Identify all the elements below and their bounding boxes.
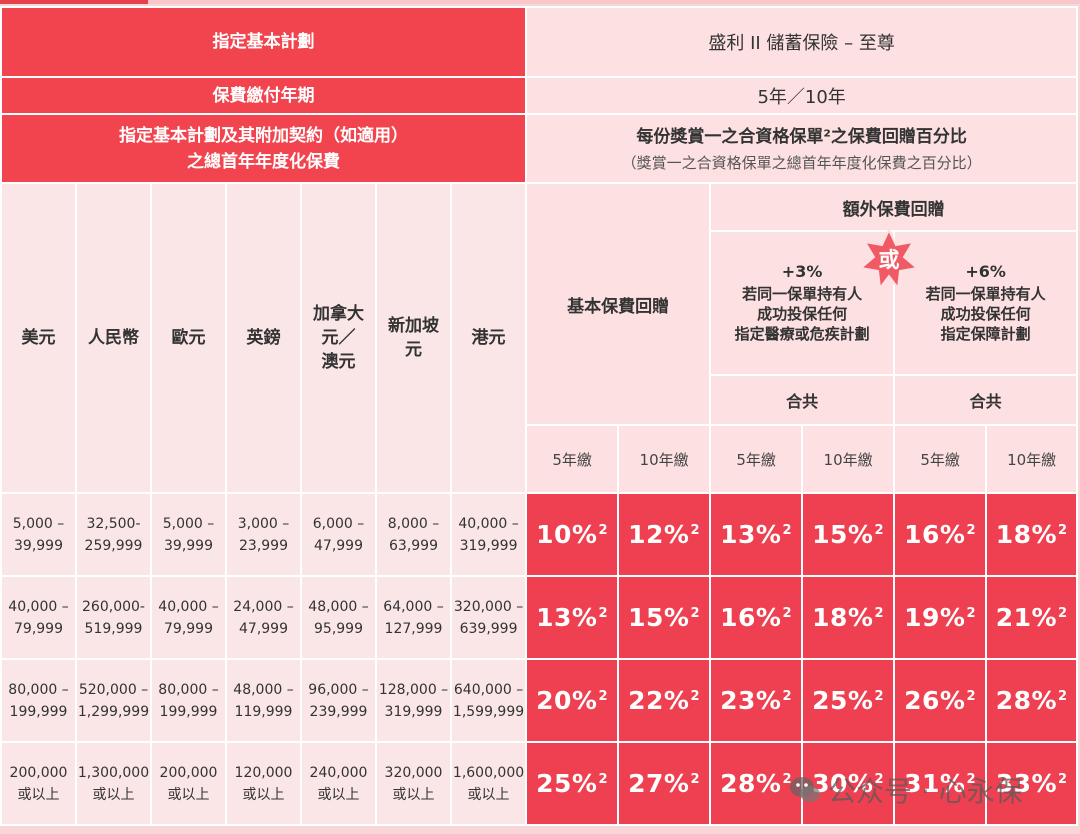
range-cell: 48,000 – 119,999: [225, 658, 302, 743]
range-cell: 80,000 – 199,999: [0, 658, 77, 743]
premium-rebate-table: 指定基本計劃 盛利 II 儲蓄保險 – 至尊 保費繳付年期 5年／10年 指定基…: [0, 6, 1079, 826]
table-row: 5,000 – 39,999 32,500- 259,999 5,000 – 3…: [0, 492, 1079, 577]
total-label-2: 合共: [893, 374, 1079, 426]
currency-hkd: 港元: [449, 182, 528, 494]
range-cell: 260,000- 519,999: [75, 575, 152, 660]
rate-cell: 21%2: [985, 575, 1079, 660]
rate-cell: 12%2: [617, 492, 712, 577]
top-accent-mark: [0, 0, 148, 4]
extra-option-medical: +3% 若同一保單持有人 成功投保任何 指定醫療或危疾計劃: [709, 230, 896, 376]
rate-cell: 23%2: [709, 658, 804, 743]
table-row: 200,000 或以上 1,300,000 或以上 200,000 或以上 12…: [0, 741, 1079, 826]
or-badge-star-icon: 或: [858, 228, 920, 290]
extra-rebate-header: 額外保費回贈: [709, 182, 1079, 232]
option2-pct: +6%: [965, 262, 1006, 281]
premium-label-line1: 指定基本計劃及其附加契約（如適用）: [119, 125, 409, 146]
option1-desc: 若同一保單持有人 成功投保任何 指定醫療或危疾計劃: [734, 285, 870, 343]
pay-term-header: 5年繳: [709, 424, 804, 494]
pay-term-header: 5年繳: [893, 424, 988, 494]
rate-cell: 33%2: [985, 741, 1079, 826]
range-cell: 240,000 或以上: [300, 741, 377, 826]
rate-cell: 15%2: [617, 575, 712, 660]
range-cell: 520,000 – 1,299,999: [75, 658, 152, 743]
top-border: [0, 0, 1080, 4]
pay-term-header: 10年繳: [801, 424, 896, 494]
premium-label-line2: 之總首年年度化保費: [187, 151, 341, 172]
watermark: 公众号 · 心永保: [788, 768, 1023, 812]
rate-cell: 26%2: [893, 658, 988, 743]
rate-cell: 25%2: [525, 741, 620, 826]
table-row: 80,000 – 199,999 520,000 – 1,299,999 80,…: [0, 658, 1079, 743]
or-badge-label: 或: [879, 248, 900, 272]
basic-rebate-header: 基本保費回贈: [525, 182, 712, 426]
range-cell: 40,000 – 79,999: [150, 575, 227, 660]
rate-cell: 28%2: [985, 658, 1079, 743]
range-cell: 8,000 – 63,999: [375, 492, 452, 577]
premium-label: 指定基本計劃及其附加契約（如適用） 之總首年年度化保費: [0, 113, 528, 184]
wechat-icon: [790, 777, 820, 802]
watermark-text: 公众号 · 心永保: [828, 775, 1023, 808]
range-cell: 80,000 – 199,999: [150, 658, 227, 743]
extra-option-protection: +6% 若同一保單持有人 成功投保任何 指定保障計劃: [893, 230, 1079, 376]
range-cell: 6,000 – 47,999: [300, 492, 377, 577]
currency-usd: 美元: [0, 182, 77, 494]
rate-cell: 31%2: [893, 741, 988, 826]
total-label-1: 合共: [709, 374, 896, 426]
plan-label: 指定基本計劃: [0, 6, 528, 78]
rate-cell: 27%2: [617, 741, 712, 826]
currency-gbp: 英鎊: [225, 182, 302, 494]
range-cell: 64,000 – 127,999: [375, 575, 452, 660]
currency-sgd: 新加坡 元: [375, 182, 452, 494]
range-cell: 96,000 – 239,999: [300, 658, 377, 743]
range-cell: 200,000 或以上: [0, 741, 77, 826]
rate-cell: 16%2: [893, 492, 988, 577]
range-cell: 32,500- 259,999: [75, 492, 152, 577]
range-cell: 1,600,000 或以上: [449, 741, 528, 826]
rate-cell: 28%2: [709, 741, 804, 826]
pay-term-header: 5年繳: [525, 424, 620, 494]
rate-cell: 19%2: [893, 575, 988, 660]
range-cell: 128,000 – 319,999: [375, 658, 452, 743]
range-cell: 200,000 或以上: [150, 741, 227, 826]
range-cell: 5,000 – 39,999: [150, 492, 227, 577]
table-row: 40,000 – 79,999 260,000- 519,999 40,000 …: [0, 575, 1079, 660]
option2-desc: 若同一保單持有人 成功投保任何 指定保障計劃: [925, 285, 1046, 343]
rate-cell: 30%2: [801, 741, 896, 826]
rebate-subtitle: （獎賞一之合資格保單之總首年年度化保費之百分比）: [621, 153, 982, 172]
rate-cell: 18%2: [985, 492, 1079, 577]
range-cell: 40,000 – 319,999: [449, 492, 528, 577]
term-label: 保費繳付年期: [0, 76, 528, 115]
rate-cell: 13%2: [525, 575, 620, 660]
rebate-title: 每份獎賞一之合資格保單²之保費回贈百分比: [636, 126, 967, 147]
term-value: 5年／10年: [525, 76, 1079, 115]
rate-cell: 20%2: [525, 658, 620, 743]
range-cell: 5,000 – 39,999: [0, 492, 77, 577]
range-cell: 3,000 – 23,999: [225, 492, 302, 577]
rate-cell: 13%2: [709, 492, 804, 577]
rate-cell: 18%2: [801, 575, 896, 660]
range-cell: 40,000 – 79,999: [0, 575, 77, 660]
rebate-title-cell: 每份獎賞一之合資格保單²之保費回贈百分比 （獎賞一之合資格保單之總首年年度化保費…: [525, 113, 1079, 184]
rate-cell: 16%2: [709, 575, 804, 660]
range-cell: 320,000 – 639,999: [449, 575, 528, 660]
range-cell: 48,000 – 95,999: [300, 575, 377, 660]
range-cell: 120,000 或以上: [225, 741, 302, 826]
rate-cell: 10%2: [525, 492, 620, 577]
range-cell: 640,000 – 1,599,999: [449, 658, 528, 743]
option1-pct: +3%: [781, 262, 823, 281]
range-cell: 320,000 或以上: [375, 741, 452, 826]
currency-cad-aud: 加拿大 元／ 澳元: [300, 182, 377, 494]
currency-rmb: 人民幣: [75, 182, 152, 494]
rate-cell: 25%2: [801, 658, 896, 743]
range-cell: 1,300,000 或以上: [75, 741, 152, 826]
plan-value: 盛利 II 儲蓄保險 – 至尊: [525, 6, 1079, 78]
currency-eur: 歐元: [150, 182, 227, 494]
rate-cell: 15%2: [801, 492, 896, 577]
pay-term-header: 10年繳: [617, 424, 712, 494]
pay-term-header: 10年繳: [985, 424, 1079, 494]
range-cell: 24,000 – 47,999: [225, 575, 302, 660]
rate-cell: 22%2: [617, 658, 712, 743]
